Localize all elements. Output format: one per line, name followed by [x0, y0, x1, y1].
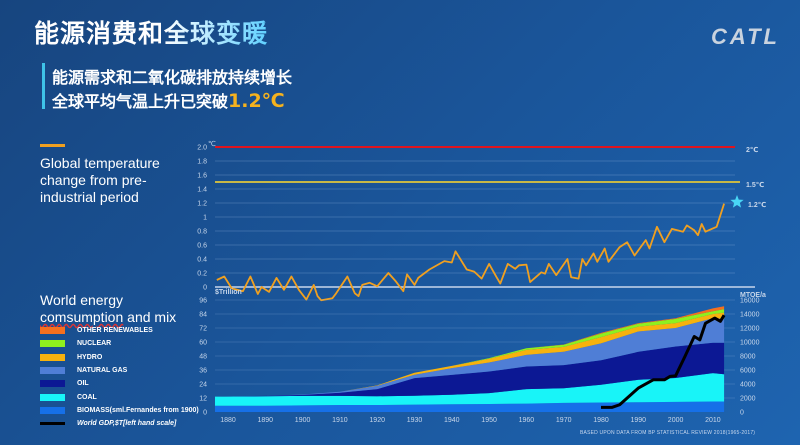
energy-right-tick: 8000: [740, 354, 756, 361]
legend-swatch: [40, 393, 65, 401]
legend-label: HYDRO: [77, 353, 103, 361]
temp-y-tick: 2.0: [197, 145, 207, 152]
area-biomass-sml-fernandes-from: [215, 401, 725, 412]
reference-label-1.5: 1.5℃: [746, 181, 764, 189]
energy-legend: OTHER RENEWABLES NUCLEAR HYDRO NATURAL GAS O…: [40, 324, 199, 430]
legend-item: HYDRO: [40, 351, 199, 364]
legend-label: World GDP,$T[left hand scale]: [77, 420, 177, 428]
legend-label: NUCLEAR: [77, 340, 112, 348]
energy-left-tick: 12: [199, 396, 207, 403]
legend-swatch: [40, 353, 65, 361]
energy-chart-label: World energy comsumption and mix: [40, 292, 190, 326]
energy-right-tick: 14000: [740, 312, 760, 319]
temp-y-tick: 1: [203, 215, 207, 222]
legend-swatch: [40, 406, 65, 414]
area-coal: [215, 373, 725, 406]
energy-label-part2: comsumption: [40, 309, 124, 325]
legend-swatch: [40, 327, 65, 335]
legend-label: BIOMASS(sml.Fernandes from 1900): [77, 406, 199, 414]
energy-right-tick: 0: [740, 410, 744, 417]
temp-y-tick: 0.8: [197, 229, 207, 236]
subtitle-accent-bar: [42, 63, 45, 109]
legend-item: BIOMASS(sml.Fernandes from 1900): [40, 404, 199, 417]
temp-y-tick: 1.6: [197, 173, 207, 180]
area-oil: [215, 342, 725, 397]
energy-x-tick: 1950: [481, 417, 497, 424]
legend-item: OTHER RENEWABLES: [40, 324, 199, 337]
energy-label-part1: World energy: [40, 292, 124, 308]
legend-swatch: [40, 380, 65, 388]
energy-right-tick: 16000: [740, 298, 760, 305]
temperature-line: [216, 203, 725, 302]
temperature-chart-label: Global temperature change from pre-indus…: [40, 155, 160, 205]
subtitle-line-2-text: 全球平均气温上升已突破: [52, 92, 229, 111]
page-title: 能源消费和全球变暖: [34, 14, 268, 50]
temperature-legend-dash: [40, 144, 65, 147]
legend-label: OIL: [77, 380, 89, 388]
temp-y-tick: 0.2: [197, 271, 207, 278]
gdp-line: [601, 314, 726, 409]
legend-label: COAL: [77, 393, 97, 401]
legend-item: OIL: [40, 377, 199, 390]
legend-label: OTHER RENEWABLES: [77, 327, 153, 335]
energy-x-tick: 1960: [519, 417, 535, 424]
energy-x-tick: 1920: [369, 417, 385, 424]
temp-y-tick: 0: [203, 285, 207, 292]
reference-label-2: 2℃: [746, 146, 758, 154]
legend-swatch: [40, 340, 65, 348]
legend-item: NATURAL GAS: [40, 364, 199, 377]
subtitle-line-2: 全球平均气温上升已突破1.2℃: [52, 88, 285, 112]
energy-x-tick: 1940: [444, 417, 460, 424]
legend-item: COAL: [40, 390, 199, 403]
energy-x-tick: 1880: [220, 417, 236, 424]
energy-label-part3: and mix: [123, 309, 177, 325]
energy-right-tick: 2000: [740, 396, 756, 403]
energy-left-tick: 60: [199, 340, 207, 347]
energy-left-tick: 72: [199, 326, 207, 333]
energy-left-tick: 96: [199, 298, 207, 305]
legend-swatch: [40, 422, 65, 426]
temp-y-unit: ℃: [208, 141, 216, 148]
energy-left-tick: 84: [199, 312, 207, 319]
energy-right-tick: 6000: [740, 368, 756, 375]
energy-left-tick: 0: [203, 410, 207, 417]
legend-swatch: [40, 367, 65, 375]
catl-logo: CATL: [710, 24, 780, 49]
energy-x-tick: 1900: [295, 417, 311, 424]
energy-x-tick: 2000: [668, 417, 684, 424]
star-icon: [730, 195, 744, 208]
energy-left-tick: 24: [199, 382, 207, 389]
temp-y-tick: 0.4: [197, 257, 207, 264]
subtitle-highlight: 1.2℃: [228, 90, 285, 112]
energy-right-tick: 12000: [740, 326, 760, 333]
temp-y-tick: 1.2: [197, 201, 207, 208]
energy-left-tick: 36: [199, 368, 207, 375]
temp-y-tick: 1.8: [197, 159, 207, 166]
energy-x-tick: 1980: [593, 417, 609, 424]
legend-item: World GDP,$T[left hand scale]: [40, 417, 199, 430]
energy-right-tick: 10000: [740, 340, 760, 347]
source-footnote: BASED UPON DATA FROM BP STATISTICAL REVI…: [580, 430, 756, 436]
temp-y-tick: 0.6: [197, 243, 207, 250]
energy-left-tick: 48: [199, 354, 207, 361]
energy-x-tick: 1990: [631, 417, 647, 424]
right-axis-unit: MTOE/a: [740, 292, 766, 299]
legend-label: NATURAL GAS: [77, 367, 128, 375]
energy-x-tick: 1930: [407, 417, 423, 424]
energy-x-tick: 1970: [556, 417, 572, 424]
energy-x-tick: 1910: [332, 417, 348, 424]
left-axis-unit: $Trillion: [215, 289, 242, 296]
energy-x-tick: 1890: [258, 417, 274, 424]
annotation-label: 1.2℃: [748, 201, 766, 209]
temp-y-tick: 1.4: [197, 187, 207, 194]
energy-right-tick: 4000: [740, 382, 756, 389]
subtitle-line-1: 能源需求和二氧化碳排放持续增长: [52, 68, 293, 87]
legend-item: NUCLEAR: [40, 337, 199, 350]
energy-x-tick: 2010: [705, 417, 721, 424]
